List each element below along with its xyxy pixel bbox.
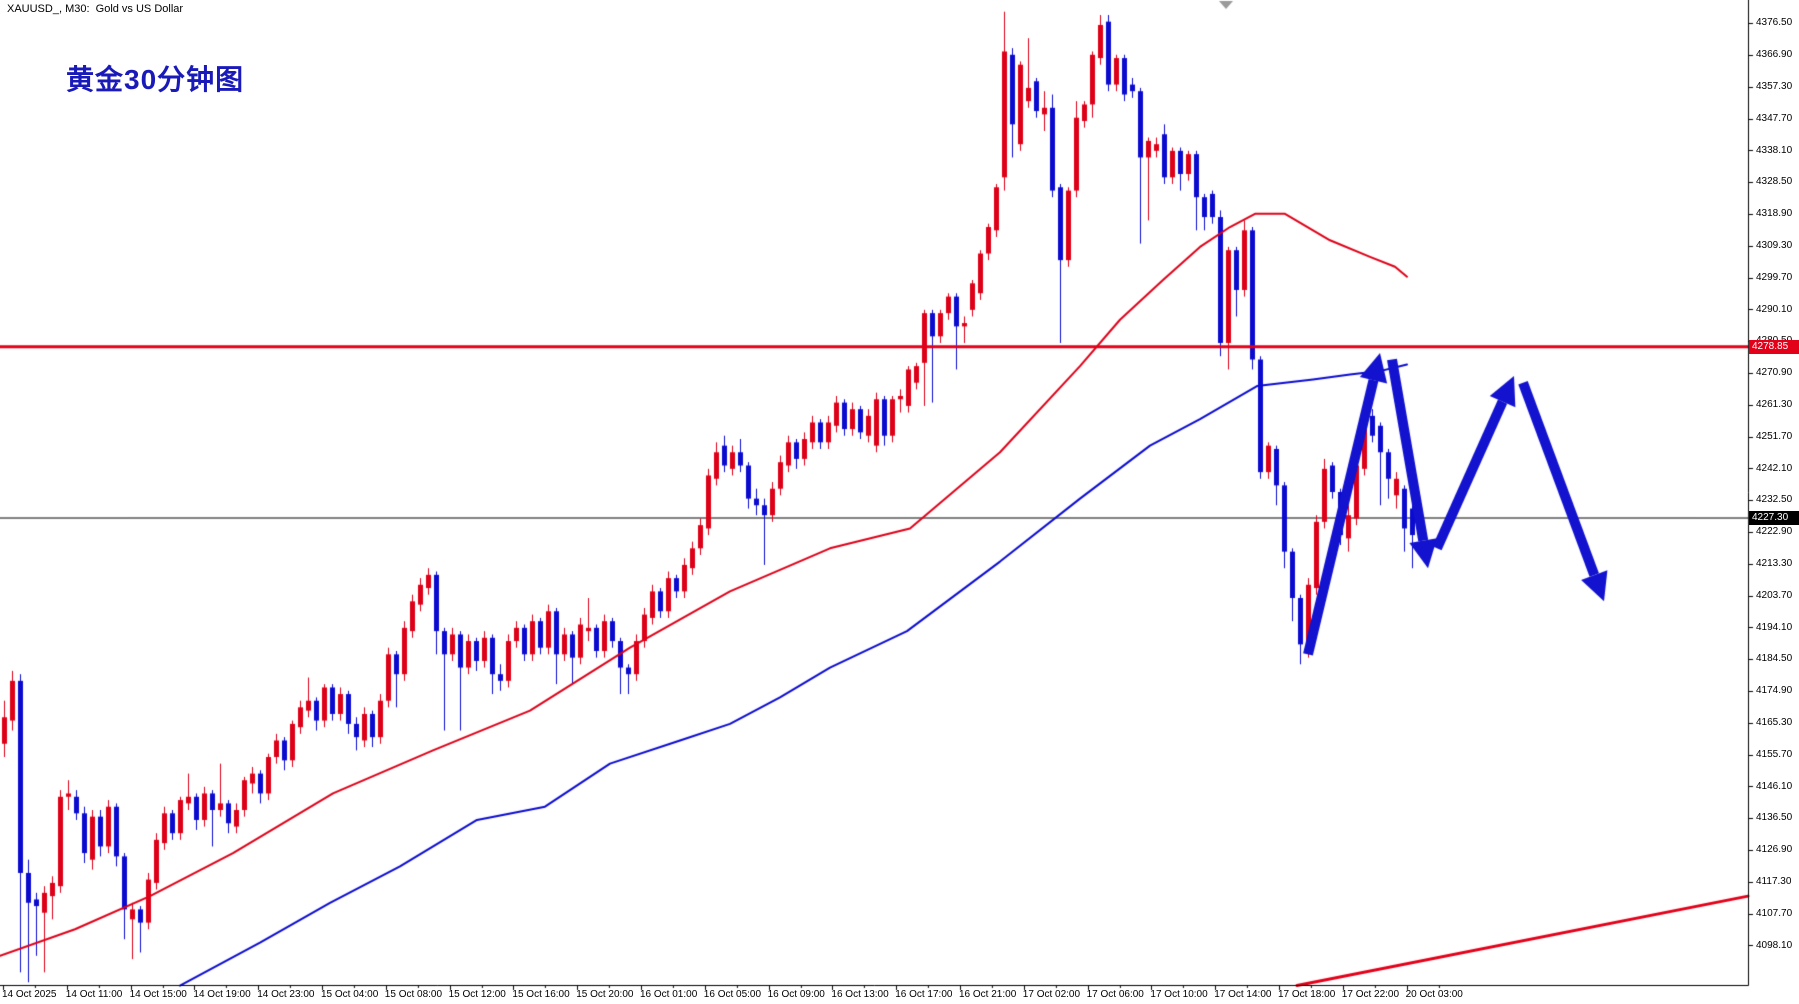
symbol-header: XAUUSD_, M30: Gold vs US Dollar [7,3,184,15]
price-axis-label: 4366.90 [1756,49,1793,61]
price-axis-label: 4299.70 [1756,271,1793,283]
price-axis-label: 4155.70 [1756,748,1793,760]
price-axis-label: 4357.30 [1756,80,1793,92]
price-axis-label: 4146.10 [1756,780,1793,792]
time-axis-label: 16 Oct 09:00 [767,989,825,1000]
price-axis-label: 4098.10 [1756,939,1793,951]
price-axis-label: 4347.70 [1756,112,1793,124]
time-axis-label: 15 Oct 20:00 [576,989,634,1000]
price-axis-label: 4270.90 [1756,367,1793,379]
price-axis-label: 4232.50 [1756,494,1793,506]
time-axis-label: 17 Oct 22:00 [1341,989,1400,1000]
chart-title[interactable]: 黄金30分钟图 [66,64,245,95]
price-axis-label: 4174.90 [1756,685,1793,697]
price-tag-current: 4227.30 [1749,510,1799,525]
time-axis-label: 17 Oct 06:00 [1086,989,1144,1000]
price-tag-resistance: 4278.85 [1749,339,1799,354]
time-axis-label: 16 Oct 13:00 [831,989,889,1000]
time-axis-label: 16 Oct 17:00 [895,989,953,1000]
time-axis-label: 14 Oct 23:00 [257,989,315,1000]
time-axis-label: 16 Oct 01:00 [640,989,698,1000]
time-axis-label: 15 Oct 04:00 [321,989,379,1000]
price-axis-label: 4165.30 [1756,716,1793,728]
price-axis-label: 4318.90 [1756,208,1793,220]
price-axis-label: 4136.50 [1756,812,1793,824]
time-axis-label: 17 Oct 18:00 [1278,989,1336,1000]
time-axis-label: 14 Oct 19:00 [193,989,251,1000]
price-axis-label: 4251.70 [1756,430,1793,442]
time-axis-label: 20 Oct 03:00 [1405,989,1463,1000]
price-axis-label: 4222.90 [1756,526,1793,538]
price-axis-label: 4107.70 [1756,907,1793,919]
time-axis-label: 14 Oct 2025 [2,989,57,1000]
price-axis-label: 4213.30 [1756,557,1793,569]
time-axis-label: 15 Oct 12:00 [448,989,506,1000]
time-axis-label: 16 Oct 21:00 [959,989,1017,1000]
time-axis-label: 17 Oct 14:00 [1214,989,1272,1000]
price-axis-label: 4117.30 [1756,875,1792,887]
price-axis-label: 4184.50 [1756,653,1793,665]
price-axis-label: 4242.10 [1756,462,1793,474]
time-axis-label: 14 Oct 15:00 [129,989,187,1000]
time-axis-label: 15 Oct 16:00 [512,989,570,1000]
price-axis-label: 4338.10 [1756,144,1793,156]
time-axis-label: 16 Oct 05:00 [703,989,762,1000]
price-axis-label: 4376.50 [1756,17,1793,29]
time-axis-label: 17 Oct 10:00 [1150,989,1208,1000]
price-axis-label: 4290.10 [1756,303,1793,315]
price-axis-label: 4126.90 [1756,844,1793,856]
price-axis-label: 4194.10 [1756,621,1793,633]
price-axis-label: 4261.30 [1756,398,1793,410]
time-axis-label: 17 Oct 02:00 [1022,989,1081,1000]
time-axis-label: 14 Oct 11:00 [65,989,123,1000]
price-axis-label: 4328.50 [1756,176,1793,188]
time-axis-label: 15 Oct 08:00 [384,989,443,1000]
price-axis-label: 4203.70 [1756,589,1793,601]
price-axis-label: 4309.30 [1756,239,1793,251]
